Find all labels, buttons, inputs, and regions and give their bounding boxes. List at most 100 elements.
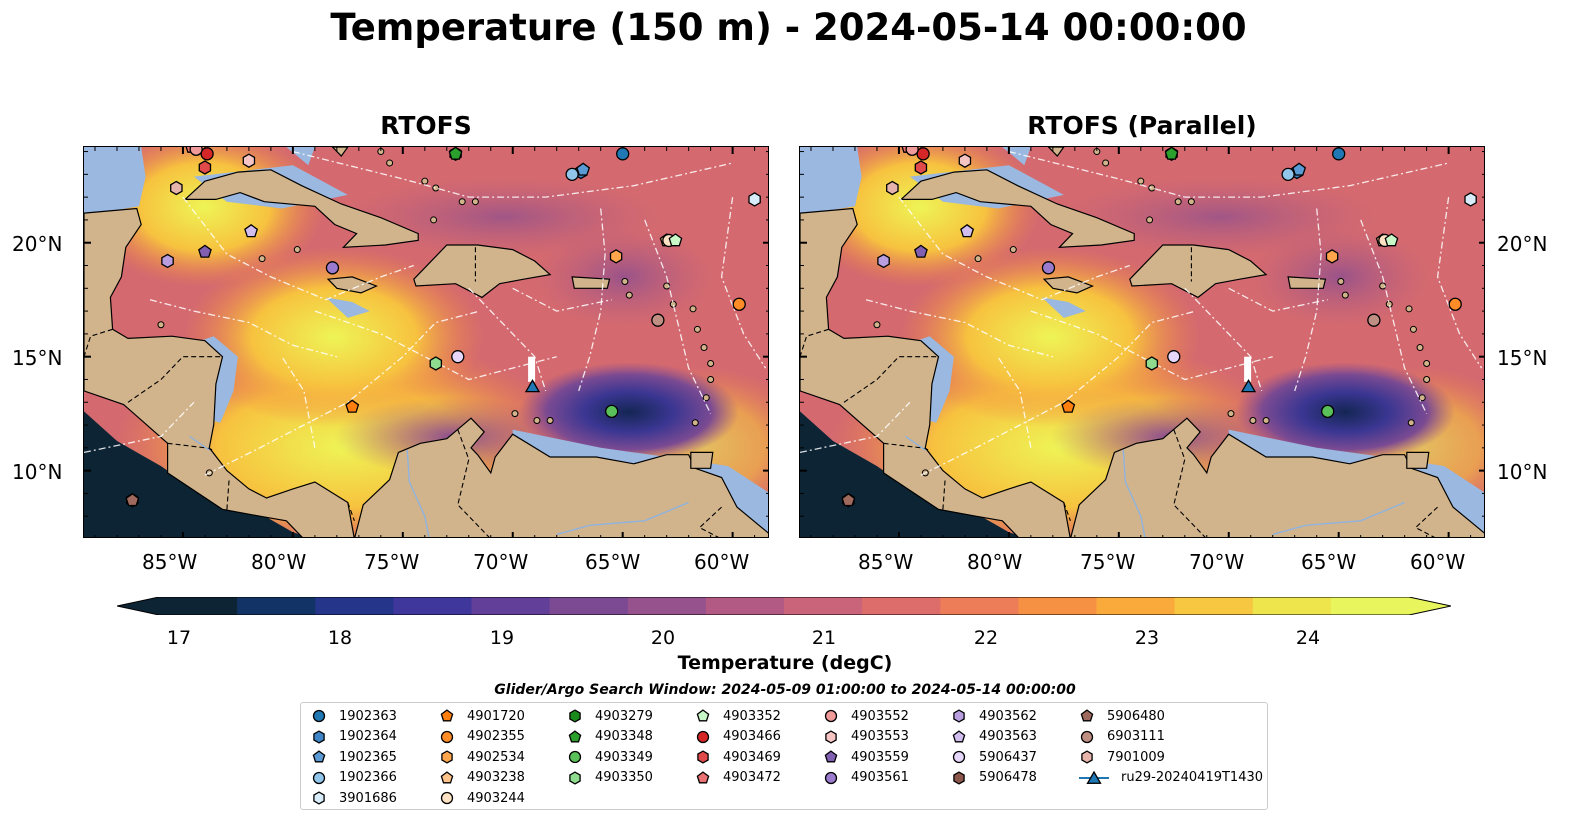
circle-marker-icon	[568, 751, 582, 764]
float-marker-4903552[interactable]	[189, 147, 203, 156]
float-marker-5906480[interactable]	[125, 492, 140, 507]
hexagon-marker-icon	[569, 709, 581, 723]
float-marker-4903349[interactable]	[605, 404, 619, 419]
float-marker-7901009[interactable]	[170, 180, 183, 196]
float-marker-3901686[interactable]	[748, 192, 761, 207]
float-marker-4903352[interactable]	[668, 233, 683, 247]
float-marker-ru29-20240419T1430[interactable]	[524, 378, 541, 393]
legend-item-4903552: 4903552	[823, 706, 909, 726]
float-marker-1902365[interactable]	[1292, 162, 1307, 176]
lon-label-75w-left: 75°W	[364, 550, 420, 574]
float-marker-4901720[interactable]	[345, 399, 360, 413]
legend-item-label: 7901009	[1107, 749, 1165, 765]
legend-item-4903466: 4903466	[695, 727, 781, 747]
float-marker-4903469[interactable]	[914, 160, 928, 175]
legend-item-label: 5906478	[979, 770, 1037, 786]
float-marker-4903561[interactable]	[1041, 261, 1056, 275]
float-marker-4903350[interactable]	[429, 356, 443, 371]
float-marker-1902363[interactable]	[616, 147, 630, 161]
float-marker-ru29-20240419T1430[interactable]	[1240, 378, 1257, 393]
legend-item-label: 1902363	[339, 708, 397, 724]
float-marker-7901009[interactable]	[886, 180, 899, 196]
float-marker-1902363[interactable]	[1332, 147, 1346, 161]
float-marker-6903111[interactable]	[651, 313, 665, 327]
legend-item-4903469: 4903469	[695, 747, 781, 767]
lon-label-70w-left: 70°W	[473, 550, 529, 574]
legend-item-4903349: 4903349	[567, 747, 653, 767]
hexagon-marker-icon	[1081, 750, 1093, 764]
float-marker-1902366[interactable]	[1281, 167, 1295, 181]
float-marker-4903552[interactable]	[905, 147, 919, 156]
legend-item-5906478: 5906478	[951, 768, 1037, 788]
legend-item-label: 4903559	[851, 749, 909, 765]
temperature-colorbar	[116, 596, 1452, 616]
float-marker-4902355[interactable]	[1448, 297, 1462, 311]
colorbar-label: Temperature (degC)	[677, 652, 893, 674]
legend-item-label: 4903561	[851, 770, 909, 786]
legend-item-3901686: 3901686	[311, 788, 397, 808]
float-marker-4902355[interactable]	[732, 297, 746, 311]
float-marker-4901720[interactable]	[1061, 399, 1076, 413]
float-marker-4903349[interactable]	[1321, 404, 1335, 419]
float-marker-5906437[interactable]	[451, 350, 465, 364]
hexagon-marker-icon	[825, 729, 837, 744]
float-marker-4903350[interactable]	[1145, 356, 1159, 371]
legend-item-6903111: 6903111	[1079, 727, 1165, 747]
lat-label-15n-left: 15°N	[12, 346, 63, 370]
float-marker-4903563[interactable]	[244, 223, 259, 238]
float-marker-4902534[interactable]	[609, 249, 623, 264]
float-marker-4903352[interactable]	[1384, 233, 1399, 247]
float-marker-4903348[interactable]	[448, 147, 463, 160]
legend-item-label: 4902534	[467, 749, 525, 765]
float-marker-1902366[interactable]	[565, 167, 579, 181]
lat-label-20n-left: 20°N	[12, 232, 63, 256]
legend-item-ru29-20240419T1430: ru29-20240419T1430	[1079, 768, 1263, 788]
float-marker-1902365[interactable]	[576, 162, 591, 176]
legend-item-label: 5906437	[979, 749, 1037, 765]
lat-label-20n-right: 20°N	[1497, 232, 1548, 256]
circle-marker-icon	[1080, 730, 1094, 743]
float-marker-4903553[interactable]	[242, 153, 256, 168]
legend-item-1902364: 1902364	[311, 727, 397, 747]
float-marker-4903559[interactable]	[198, 244, 212, 258]
float-marker-4903562[interactable]	[877, 253, 890, 269]
float-marker-3901686[interactable]	[1464, 192, 1477, 207]
circle-marker-icon	[824, 709, 838, 723]
lon-label-65w-right: 65°W	[1301, 550, 1357, 574]
float-marker-5906480[interactable]	[841, 492, 856, 507]
lon-label-85w-left: 85°W	[142, 550, 198, 574]
legend-item-label: 4901720	[467, 708, 525, 724]
float-marker-6903111[interactable]	[1367, 313, 1381, 327]
float-marker-4903466[interactable]	[916, 147, 930, 161]
map-panel-rtofs-parallel[interactable]	[799, 146, 1485, 538]
legend-item-4903563: 4903563	[951, 727, 1037, 747]
colorbar-tick-17: 17	[166, 627, 192, 649]
legend-title: Glider/Argo Search Window: 2024-05-09 01…	[494, 682, 1076, 698]
float-marker-4903562[interactable]	[161, 253, 174, 269]
legend-item-label: 4903472	[723, 770, 781, 786]
legend-item-5906437: 5906437	[951, 747, 1037, 767]
float-marker-5906437[interactable]	[1167, 350, 1181, 364]
float-marker-4903561[interactable]	[325, 261, 340, 275]
legend: 1902363 1902364 1902365 1902366 3901686 49017…	[300, 702, 1268, 810]
float-marker-4902534[interactable]	[1325, 249, 1339, 264]
float-marker-4903469[interactable]	[198, 160, 212, 175]
pentagon-marker-icon	[440, 771, 454, 784]
float-marker-4903553[interactable]	[958, 153, 972, 168]
panel-title-rtofs: RTOFS	[380, 111, 472, 140]
pentagon-marker-icon	[952, 729, 966, 743]
circle-marker-icon	[312, 771, 326, 784]
legend-item-label: 4903238	[467, 770, 525, 786]
map-panel-rtofs[interactable]	[83, 146, 769, 538]
float-marker-4903348[interactable]	[1164, 147, 1179, 160]
pentagon-marker-icon	[696, 771, 710, 784]
float-marker-4903466[interactable]	[200, 147, 214, 161]
circle-marker-icon	[824, 771, 838, 784]
legend-item-label: 4903348	[595, 729, 653, 745]
legend-item-label: 1902364	[339, 729, 397, 745]
float-marker-4903563[interactable]	[960, 223, 975, 238]
float-marker-4903559[interactable]	[914, 244, 928, 258]
circle-marker-icon	[440, 730, 454, 743]
hexagon-marker-icon	[569, 771, 581, 785]
legend-item-4901720: 4901720	[439, 706, 525, 726]
